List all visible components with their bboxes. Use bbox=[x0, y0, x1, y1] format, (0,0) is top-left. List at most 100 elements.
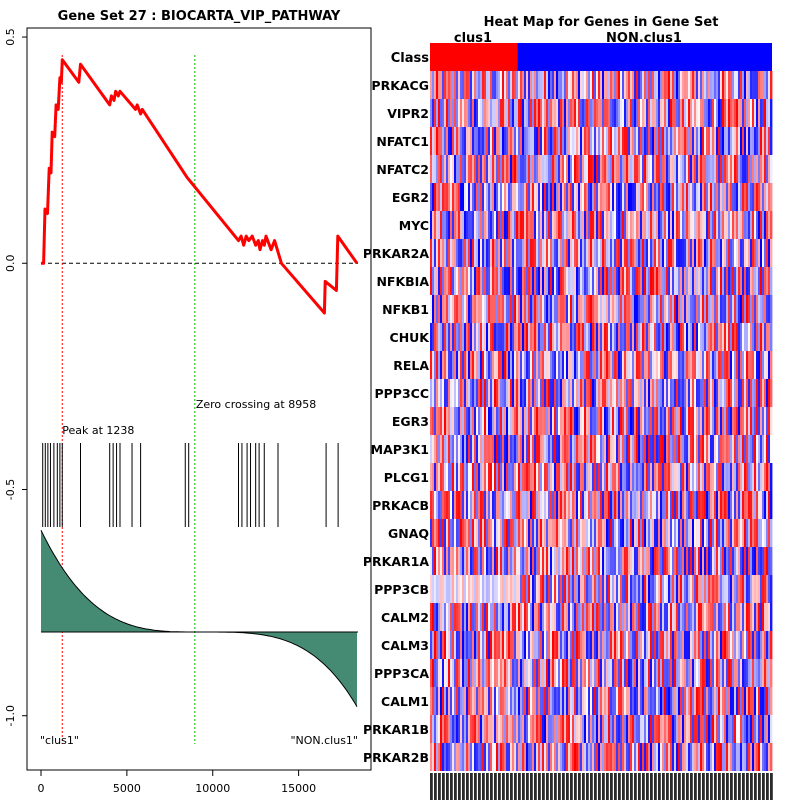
heatmap-cell bbox=[556, 659, 559, 687]
heatmap-cell bbox=[470, 351, 473, 379]
heatmap-cell bbox=[670, 547, 673, 575]
heatmap-cell bbox=[710, 631, 713, 659]
heatmap-cell bbox=[604, 71, 607, 99]
heatmap-cell bbox=[438, 211, 441, 239]
heatmap-cell bbox=[674, 99, 677, 127]
heatmap-cell bbox=[674, 211, 677, 239]
heatmap-cell bbox=[698, 435, 701, 463]
heatmap-cell bbox=[568, 743, 571, 771]
heatmap-cell bbox=[676, 659, 679, 687]
heatmap-cell bbox=[434, 71, 437, 99]
gene-label: PPP3CB bbox=[374, 582, 429, 597]
heatmap-cell bbox=[430, 631, 433, 659]
heatmap-cell bbox=[548, 715, 551, 743]
heatmap-cell bbox=[512, 715, 515, 743]
heatmap-cell bbox=[558, 155, 561, 183]
heatmap-title: Heat Map for Genes in Gene Set bbox=[484, 15, 719, 30]
heatmap-cell bbox=[472, 687, 475, 715]
heatmap-cell bbox=[482, 127, 485, 155]
heatmap-cell bbox=[694, 463, 697, 491]
heatmap-cell bbox=[640, 183, 643, 211]
heatmap-cell bbox=[456, 687, 459, 715]
heatmap-cell bbox=[742, 519, 745, 547]
heatmap-cell bbox=[620, 687, 623, 715]
heatmap-cell bbox=[568, 491, 571, 519]
heatmap-cell bbox=[732, 435, 735, 463]
heatmap-cell bbox=[628, 379, 631, 407]
heatmap-cell bbox=[748, 351, 751, 379]
heatmap-cell bbox=[564, 407, 567, 435]
heatmap-cell bbox=[486, 463, 489, 491]
heatmap-cell bbox=[518, 519, 521, 547]
heatmap-cell bbox=[548, 743, 551, 771]
heatmap-cell bbox=[528, 631, 531, 659]
heatmap-cell bbox=[446, 211, 449, 239]
heatmap-cell bbox=[432, 183, 435, 211]
heatmap-cell bbox=[596, 323, 599, 351]
heatmap-cell bbox=[698, 463, 701, 491]
heatmap-cell bbox=[684, 211, 687, 239]
heatmap-cell bbox=[468, 351, 471, 379]
heatmap-cell bbox=[598, 71, 601, 99]
heatmap-cell bbox=[536, 155, 539, 183]
heatmap-cell bbox=[648, 211, 651, 239]
heatmap-cell bbox=[566, 603, 569, 631]
heatmap-cell bbox=[598, 575, 601, 603]
heatmap-cell bbox=[760, 519, 763, 547]
heatmap-cell bbox=[692, 323, 695, 351]
heatmap-cell bbox=[768, 127, 771, 155]
heatmap-cell bbox=[760, 547, 763, 575]
heatmap-cell bbox=[458, 547, 461, 575]
heatmap-cell bbox=[586, 463, 589, 491]
heatmap-cell bbox=[438, 351, 441, 379]
heatmap-cell bbox=[704, 267, 707, 295]
heatmap-cell bbox=[642, 295, 645, 323]
heatmap-cell bbox=[452, 267, 455, 295]
heatmap-cell bbox=[552, 547, 555, 575]
heatmap-cell bbox=[694, 631, 697, 659]
heatmap-cell bbox=[500, 99, 503, 127]
heatmap-cell bbox=[592, 127, 595, 155]
heatmap-cell bbox=[770, 267, 773, 295]
heatmap-cell bbox=[496, 295, 499, 323]
heatmap-cell bbox=[502, 267, 505, 295]
heatmap-cell bbox=[624, 351, 627, 379]
heatmap-cell bbox=[744, 71, 747, 99]
heatmap-cell bbox=[494, 379, 497, 407]
heatmap-cell bbox=[492, 743, 495, 771]
heatmap-cell bbox=[462, 575, 465, 603]
heatmap-cell bbox=[678, 687, 681, 715]
heatmap-cell bbox=[702, 407, 705, 435]
heatmap-cell bbox=[730, 659, 733, 687]
heatmap-cell bbox=[708, 379, 711, 407]
heatmap-cell bbox=[492, 687, 495, 715]
heatmap-cell bbox=[454, 631, 457, 659]
heatmap-cell bbox=[668, 323, 671, 351]
heatmap-cell bbox=[630, 435, 633, 463]
heatmap-cell bbox=[502, 603, 505, 631]
heatmap-cell bbox=[458, 267, 461, 295]
heatmap-cell bbox=[520, 211, 523, 239]
sample-label-mark bbox=[670, 773, 673, 800]
heatmap-cell bbox=[544, 743, 547, 771]
sample-label-mark bbox=[486, 773, 489, 800]
heatmap-cell bbox=[562, 715, 565, 743]
heatmap-cell bbox=[686, 491, 689, 519]
heatmap-cell bbox=[620, 743, 623, 771]
heatmap-cell bbox=[544, 267, 547, 295]
heatmap-cell bbox=[540, 519, 543, 547]
heatmap-cell bbox=[598, 267, 601, 295]
heatmap-cell bbox=[506, 491, 509, 519]
heatmap-cell bbox=[636, 463, 639, 491]
heatmap-cell bbox=[690, 379, 693, 407]
heatmap-cell bbox=[530, 323, 533, 351]
heatmap-cell bbox=[444, 491, 447, 519]
heatmap-cell bbox=[454, 183, 457, 211]
heatmap-cell bbox=[430, 71, 433, 99]
heatmap-cell bbox=[548, 295, 551, 323]
heatmap-cell bbox=[596, 631, 599, 659]
heatmap-cell bbox=[474, 99, 477, 127]
heatmap-cell bbox=[572, 463, 575, 491]
heatmap-cell bbox=[704, 603, 707, 631]
heatmap-cell bbox=[742, 743, 745, 771]
